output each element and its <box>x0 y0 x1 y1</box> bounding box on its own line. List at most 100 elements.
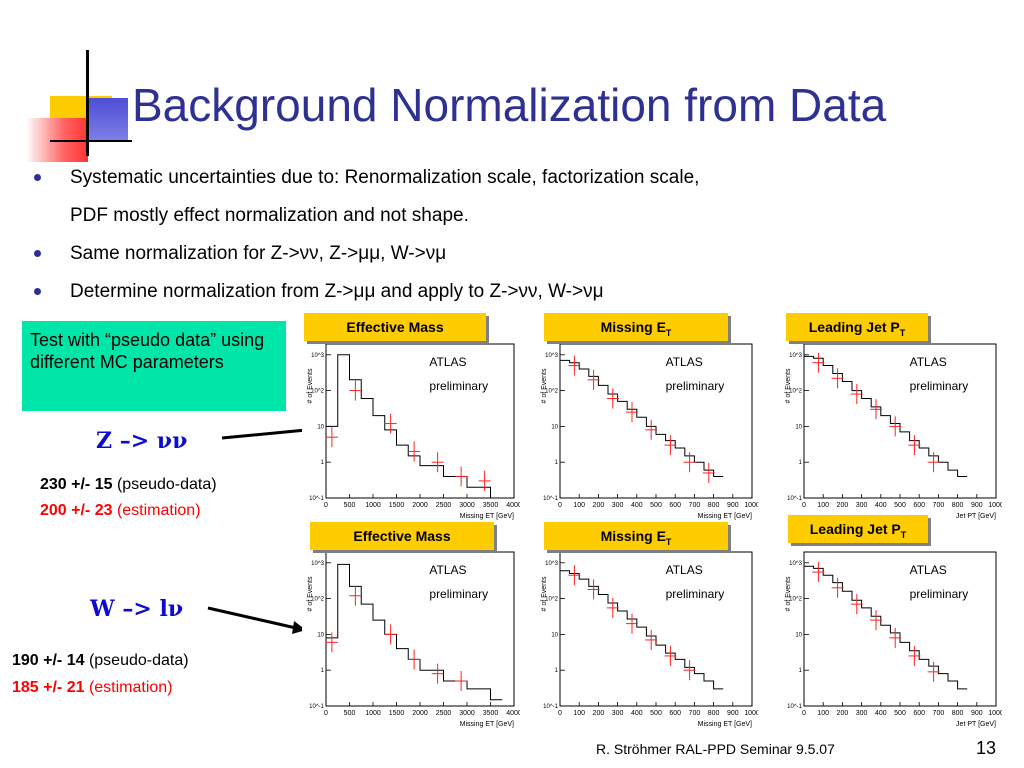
pseudo-data-point <box>606 388 619 409</box>
histogram-line <box>803 565 968 706</box>
histogram-line <box>559 359 724 498</box>
z-est-value: 200 +/- 23 <box>40 502 113 519</box>
x-tick-label: 100 <box>573 502 585 509</box>
x-tick-label: 0 <box>802 710 806 717</box>
y-tick-label: 10^3 <box>311 353 324 359</box>
w-est-value: 185 +/- 21 <box>12 679 85 696</box>
pseudo-data-point <box>850 594 863 615</box>
y-axis-label: # of Events <box>307 368 314 404</box>
y-tick-label: 10^-1 <box>787 496 802 502</box>
y-tick-label: 10 <box>317 632 324 638</box>
preliminary-annotation: preliminary <box>429 379 488 393</box>
pseudo-data-point <box>870 610 882 631</box>
y-tick-label: 10^-1 <box>309 704 324 710</box>
x-tick-label: 600 <box>669 502 681 509</box>
label-missing-et-bottom: Missing ET <box>544 522 728 550</box>
pseudo-data-point <box>908 435 921 456</box>
x-tick-label: 400 <box>875 502 887 509</box>
y-tick-label: 10^2 <box>789 389 802 395</box>
x-tick-label: 900 <box>727 710 739 717</box>
x-tick-label: 500 <box>894 710 906 717</box>
label-text: Effective Mass <box>353 528 451 544</box>
atlas-annotation: ATLAS <box>666 355 703 369</box>
z-arrow <box>221 428 307 440</box>
y-tick-label: 10^3 <box>311 561 324 567</box>
y-tick-label: 10 <box>317 424 324 430</box>
y-tick-label: 10^-1 <box>309 496 324 502</box>
x-axis-label: Jet PT [GeV] <box>956 721 996 728</box>
bullet-text: Determine normalization from Z->μμ and a… <box>70 281 604 302</box>
y-tick-label: 10 <box>795 424 802 430</box>
z-process-label: Z –> νν <box>96 428 188 454</box>
pseudo-data-point <box>831 368 844 389</box>
x-tick-label: 0 <box>802 502 806 509</box>
preliminary-annotation: preliminary <box>910 587 969 601</box>
w-pseudo-result: 190 +/- 14 (pseudo-data) <box>12 652 189 670</box>
x-tick-label: 900 <box>727 502 739 509</box>
histogram-panel: 0 100 200 300 400 500 600 700 800 900 1000 10^-1 1 10… <box>536 548 758 728</box>
label-effective-mass-bottom: Effective Mass <box>310 522 494 550</box>
x-tick-label: 2000 <box>412 502 428 509</box>
panel-background <box>536 548 758 728</box>
x-tick-label: 200 <box>593 710 605 717</box>
x-tick-label: 4000 <box>506 502 520 509</box>
pseudo-data-point <box>431 452 444 473</box>
atlas-annotation: ATLAS <box>910 563 947 577</box>
pseudo-data-point <box>850 384 863 405</box>
x-tick-label: 800 <box>708 710 720 717</box>
y-tick-label: 10^-1 <box>787 704 802 710</box>
x-tick-label: 2500 <box>436 502 452 509</box>
y-tick-label: 1 <box>555 668 559 674</box>
x-tick-label: 300 <box>856 502 868 509</box>
x-tick-label: 1000 <box>365 502 381 509</box>
x-tick-label: 700 <box>689 710 701 717</box>
y-tick-label: 10^3 <box>545 561 558 567</box>
atlas-annotation: ATLAS <box>429 563 466 577</box>
x-tick-label: 200 <box>837 502 849 509</box>
page-title: Background Normalization from Data <box>132 79 887 131</box>
bullet-text: Systematic uncertainties due to: Renorma… <box>70 167 700 188</box>
label-text: Missing E <box>600 319 666 335</box>
z-pseudo-value: 230 +/- 15 <box>40 476 113 493</box>
y-tick-label: 10 <box>551 424 558 430</box>
preliminary-annotation: preliminary <box>429 587 488 601</box>
histogram-panel: 0 500 1000 1500 2000 2500 3000 3500 4000 10^-1 1 10… <box>302 340 520 520</box>
x-tick-label: 300 <box>856 710 868 717</box>
pseudo-data-point <box>349 585 362 606</box>
atlas-annotation: ATLAS <box>429 355 466 369</box>
label-subscript: T <box>665 327 672 338</box>
y-tick-label: 10 <box>551 632 558 638</box>
pseudo-data-point <box>325 632 338 653</box>
y-tick-label: 10^2 <box>789 597 802 603</box>
x-axis-label: Missing ET [GeV] <box>698 513 752 520</box>
w-est-result: 185 +/- 21 (estimation) <box>12 679 173 697</box>
pseudo-data-point <box>927 452 940 473</box>
y-tick-label: 1 <box>799 668 803 674</box>
pseudo-data-point <box>812 352 825 373</box>
x-tick-label: 800 <box>952 710 964 717</box>
preliminary-annotation: preliminary <box>666 587 725 601</box>
x-tick-label: 2000 <box>412 710 428 717</box>
y-axis-label: # of Events <box>785 368 792 404</box>
logo-vertical-line <box>86 50 89 156</box>
pseudo-data-point <box>683 452 696 473</box>
pseudo-data-point <box>568 565 581 586</box>
panel-background <box>780 340 1002 520</box>
y-tick-label: 10^2 <box>311 597 324 603</box>
pseudo-data-point <box>870 399 882 420</box>
panel-background <box>302 340 520 520</box>
label-subscript: T <box>665 536 672 547</box>
x-tick-label: 0 <box>324 710 328 717</box>
label-subscript: T <box>900 529 907 540</box>
w-process-label: W –> lν <box>90 596 184 622</box>
x-tick-label: 100 <box>817 710 829 717</box>
y-tick-label: 1 <box>555 460 559 466</box>
x-tick-label: 900 <box>971 710 983 717</box>
x-tick-label: 500 <box>650 710 662 717</box>
x-tick-label: 0 <box>558 502 562 509</box>
bullet-list: Systematic uncertainties due to: Renorma… <box>34 165 934 317</box>
x-tick-label: 100 <box>573 710 585 717</box>
label-effective-mass-top: Effective Mass <box>304 313 486 341</box>
z-pseudo-result: 230 +/- 15 (pseudo-data) <box>40 476 217 494</box>
pseudo-data-point <box>908 645 921 666</box>
